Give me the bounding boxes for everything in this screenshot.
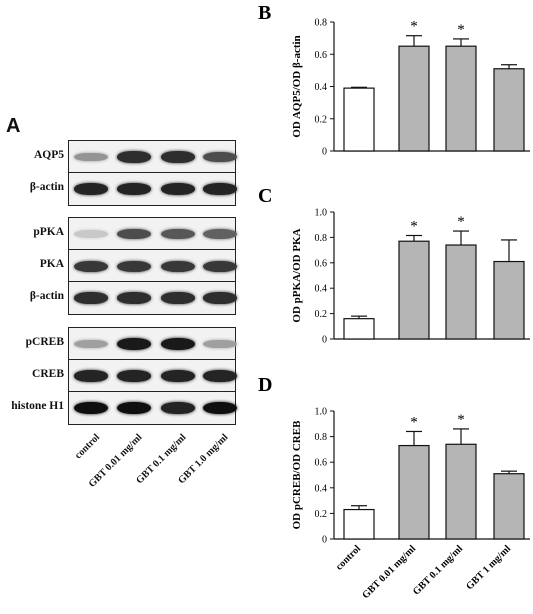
blot-band — [161, 402, 195, 414]
blot-strip — [68, 140, 237, 174]
blot-band — [117, 338, 151, 350]
blot-label: pPKA — [33, 226, 64, 238]
y-tick-label: 0.8 — [315, 432, 328, 443]
blot-band — [74, 370, 108, 382]
blot-band — [203, 402, 237, 414]
bar — [398, 240, 430, 340]
y-tick-label: 0.4 — [315, 82, 328, 93]
panel-a-letter: A — [6, 115, 21, 137]
blot-band — [117, 228, 151, 240]
blot-strip — [68, 172, 237, 206]
blot-band — [117, 183, 151, 195]
blot-band — [74, 183, 108, 195]
y-tick-label: 0.2 — [315, 114, 328, 125]
blot-strip — [68, 281, 237, 315]
blot-band — [117, 370, 151, 382]
panel-letter: D — [258, 374, 272, 396]
y-tick-label: 0.4 — [315, 483, 328, 494]
blot-band — [74, 402, 108, 414]
blot-label: PKA — [39, 258, 64, 270]
blot-label: pCREB — [25, 336, 64, 348]
significance-marker: * — [457, 412, 465, 428]
bar — [445, 443, 477, 540]
blot-band — [117, 402, 151, 414]
category-label: GBT 0.1 mg/ml — [411, 543, 465, 597]
y-axis-label: OD pPKA/OD PKA — [291, 228, 303, 322]
blot-label: AQP5 — [33, 149, 64, 161]
bar — [343, 87, 375, 152]
panel-letter: B — [258, 2, 271, 24]
blot-band — [161, 292, 195, 304]
blot-strip — [68, 249, 237, 283]
blot-label: β-actin — [29, 290, 64, 302]
y-tick-label: 0.6 — [315, 50, 328, 61]
y-tick-label: 0 — [322, 335, 327, 346]
blot-label: CREB — [32, 368, 64, 380]
blot-label: β-actin — [29, 181, 64, 193]
blot-band — [117, 260, 151, 272]
y-tick-label: 0.6 — [315, 258, 328, 269]
blot-strip — [68, 359, 237, 393]
blot-band — [161, 338, 195, 350]
y-tick-label: 1.0 — [315, 407, 328, 418]
blot-strip — [68, 327, 237, 361]
y-tick-label: 0.8 — [315, 233, 328, 244]
category-label: control — [334, 543, 363, 572]
blot-band — [161, 151, 195, 163]
blot-band — [117, 292, 151, 304]
significance-marker: * — [457, 22, 465, 38]
panel-letter: C — [258, 185, 272, 207]
bar — [493, 260, 525, 340]
y-tick-label: 0.6 — [315, 458, 328, 469]
bar — [445, 244, 477, 340]
significance-marker: * — [457, 214, 465, 230]
blot-band — [203, 292, 237, 304]
category-label: GBT 1 mg/ml — [464, 543, 513, 592]
y-tick-label: 0.2 — [315, 509, 328, 520]
blot-band — [161, 260, 195, 272]
blot-band — [117, 151, 151, 163]
blot-band — [74, 152, 108, 162]
y-axis-label: OD pCREB/OD CREB — [291, 420, 303, 529]
blot-band — [203, 229, 237, 239]
blot-band — [203, 339, 237, 349]
y-tick-label: 1.0 — [315, 208, 328, 219]
blot-band — [203, 183, 237, 195]
blot-band — [74, 292, 108, 304]
significance-marker: * — [410, 19, 418, 35]
bar — [445, 45, 477, 152]
category-label: GBT 0.01 mg/ml — [360, 543, 418, 601]
bar — [343, 508, 375, 540]
y-axis-label: OD AQP5/OD β-actin — [291, 35, 303, 137]
blot-band — [74, 230, 108, 238]
bar — [493, 473, 525, 540]
blot-band — [161, 370, 195, 382]
blot-band — [161, 228, 195, 240]
blot-band — [74, 260, 108, 272]
bar — [493, 68, 525, 152]
blot-label: histone H1 — [11, 400, 64, 412]
blot-band — [203, 260, 237, 272]
y-tick-label: 0.8 — [315, 18, 328, 29]
bar — [343, 318, 375, 340]
significance-marker: * — [410, 218, 418, 234]
blot-band — [161, 183, 195, 195]
blot-band — [74, 339, 108, 349]
y-tick-label: 0.2 — [315, 309, 328, 320]
blot-band — [203, 370, 237, 382]
y-tick-label: 0 — [322, 535, 327, 546]
bar — [398, 45, 430, 152]
blot-band — [203, 151, 237, 163]
y-tick-label: 0 — [322, 147, 327, 158]
significance-marker: * — [410, 414, 418, 430]
y-tick-label: 0.4 — [315, 284, 328, 295]
bar — [398, 444, 430, 540]
blot-strip — [68, 391, 237, 425]
